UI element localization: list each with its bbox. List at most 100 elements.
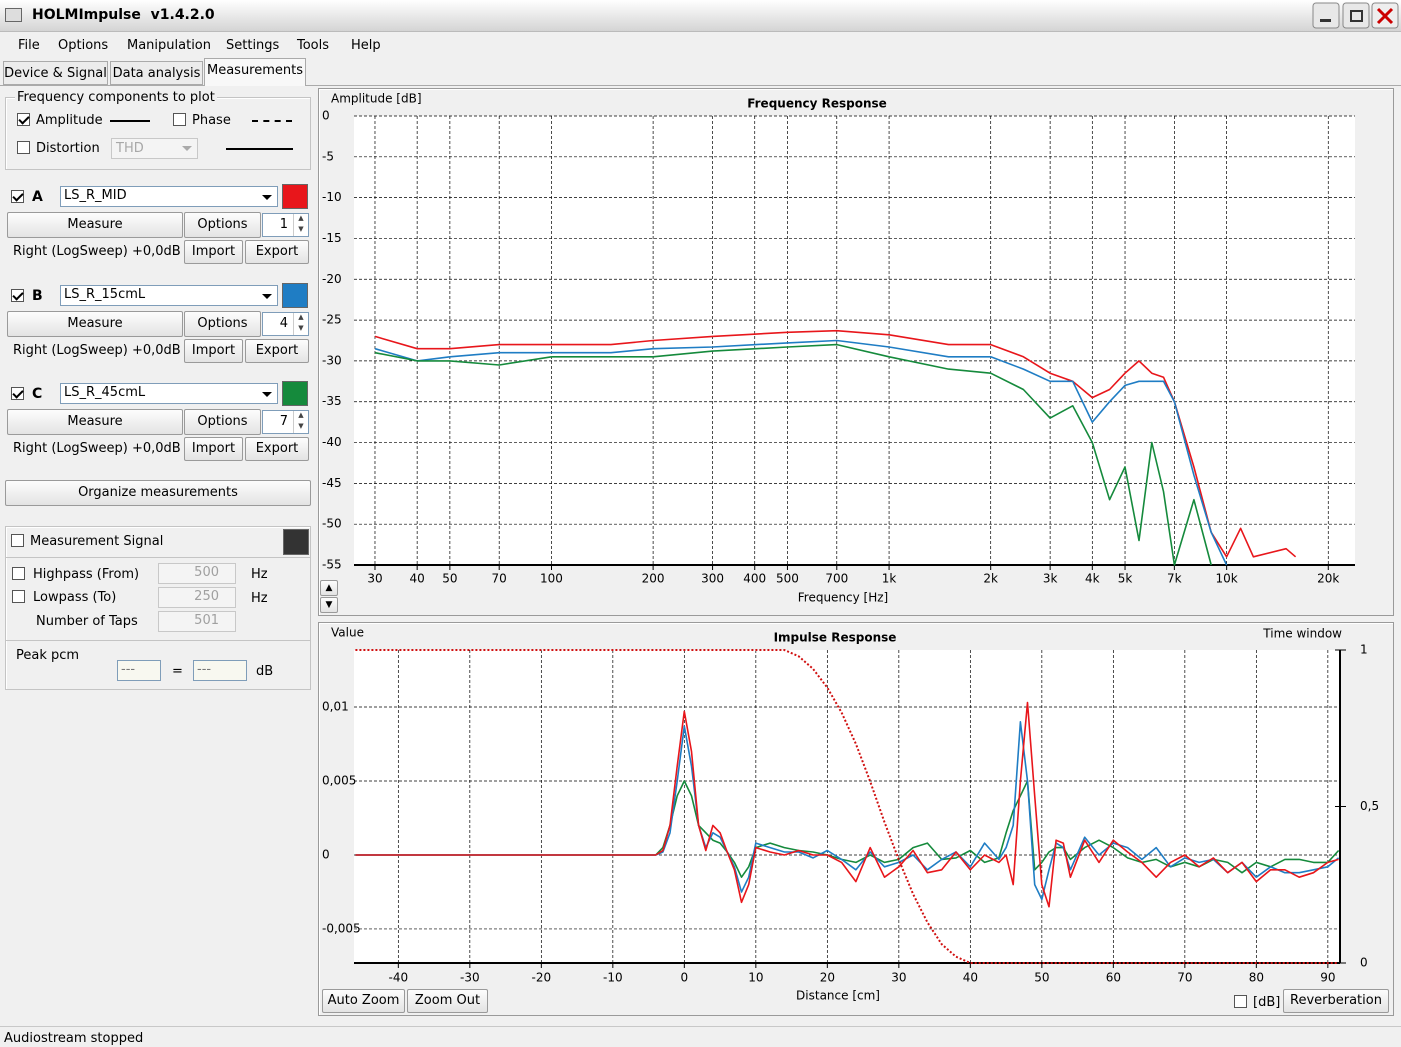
label: Number of Taps	[36, 614, 138, 629]
x-tick-label: 20k	[1317, 572, 1339, 586]
count-spinner[interactable]: 4 ▲ ▼	[262, 312, 309, 336]
spin-up[interactable]: ▲	[293, 411, 308, 422]
count-spinner[interactable]: 7 ▲ ▼	[262, 410, 309, 434]
measure-button[interactable]: Measure	[7, 311, 183, 337]
tab[interactable]: Data analysis	[110, 61, 203, 85]
measure-button[interactable]: Measure	[7, 212, 183, 238]
export-button[interactable]: Export	[245, 437, 309, 461]
y-tick-label: -0,005	[322, 921, 361, 935]
x-tick-label: 4k	[1085, 572, 1100, 586]
menu-item[interactable]: Settings	[226, 38, 280, 53]
lowpass-input[interactable]: 250	[158, 587, 236, 608]
peak-input[interactable]: ---	[117, 660, 161, 681]
y-tick-label: 0	[322, 109, 330, 123]
y-tick-label: -5	[322, 149, 334, 163]
x-tick-label: -20	[532, 971, 552, 985]
checkbox[interactable]	[1234, 995, 1247, 1008]
zoom-out-button[interactable]: Zoom Out	[407, 989, 488, 1013]
y-tick-label: -20	[322, 272, 342, 286]
y-axis-label: Amplitude [dB]	[331, 92, 422, 106]
measurement-color[interactable]	[282, 283, 308, 308]
x-tick-label: 70	[1177, 971, 1192, 985]
label: Distortion	[36, 141, 100, 156]
close-icon	[1376, 7, 1394, 25]
measurement-letter: B	[32, 288, 43, 304]
spin-up[interactable]: ▲	[293, 313, 308, 324]
status-bar: Audiostream stopped	[0, 1026, 1401, 1047]
auto-zoom-button[interactable]: Auto Zoom	[322, 989, 405, 1013]
measurement-combo[interactable]: LS_R_45cmL	[60, 383, 278, 404]
group-title: Peak pcm	[14, 648, 82, 663]
measurement-color[interactable]	[282, 184, 308, 209]
signal-color[interactable]	[283, 529, 309, 555]
x-tick-label: 30	[891, 971, 906, 985]
dropdown-arrow	[262, 195, 272, 200]
tab[interactable]: Device & Signal	[3, 61, 108, 85]
menu-item[interactable]: File	[18, 38, 40, 53]
peak-db-input[interactable]: ---	[193, 660, 247, 681]
x-tick-label: 200	[642, 572, 665, 586]
maximize-button[interactable]	[1342, 2, 1370, 29]
spin-down[interactable]: ▼	[293, 225, 308, 236]
checkbox[interactable]	[11, 190, 24, 203]
options-button[interactable]: Options	[184, 212, 261, 238]
x-tick-label: 400	[743, 572, 766, 586]
checkbox[interactable]	[17, 141, 30, 154]
measurement-combo[interactable]: LS_R_MID	[60, 186, 278, 207]
measure-button[interactable]: Measure	[7, 409, 183, 435]
menu-item[interactable]: Manipulation	[127, 38, 212, 53]
components-group	[5, 97, 311, 170]
checkbox[interactable]	[11, 534, 24, 547]
count-spinner[interactable]: 1 ▲ ▼	[262, 213, 309, 237]
import-button[interactable]: Import	[184, 240, 243, 264]
checkbox[interactable]	[12, 590, 25, 603]
line-style	[226, 148, 293, 150]
reverberation-button[interactable]: Reverberation	[1283, 989, 1389, 1013]
distortion-dropdown[interactable]: THD	[111, 138, 198, 159]
highpass-input[interactable]: 500	[158, 563, 236, 584]
tab[interactable]: Measurements	[204, 58, 306, 86]
y-tick-label: -50	[322, 517, 342, 531]
checkbox[interactable]	[173, 113, 186, 126]
menu-item[interactable]: Options	[58, 38, 109, 53]
x-tick-label: 40	[410, 572, 425, 586]
measurement-letter: C	[32, 386, 43, 402]
import-button[interactable]: Import	[184, 339, 243, 363]
spin-down[interactable]: ▼	[293, 422, 308, 433]
import-button[interactable]: Import	[184, 437, 243, 461]
organize-button[interactable]: Organize measurements	[5, 480, 311, 506]
scroll-up-button[interactable]: ▲	[320, 580, 338, 596]
group-title: Frequency components to plot	[15, 90, 217, 105]
measurement-color[interactable]	[282, 381, 308, 406]
scroll-down-button[interactable]: ▼	[320, 597, 338, 613]
measurement-combo[interactable]: LS_R_15cmL	[60, 285, 278, 306]
signal-group	[5, 526, 311, 690]
y-tick-label: -30	[322, 353, 342, 367]
spin-down[interactable]: ▼	[293, 324, 308, 335]
label: =	[172, 664, 183, 679]
menu-item[interactable]: Tools	[297, 38, 330, 53]
minimize-icon	[1320, 19, 1331, 22]
minimize-button[interactable]	[1312, 2, 1340, 29]
checkbox[interactable]	[11, 387, 24, 400]
time-window-label: Time window	[1262, 627, 1342, 641]
x-tick-label: 700	[825, 572, 848, 586]
checkbox[interactable]	[17, 113, 30, 126]
x-tick-label: 5k	[1118, 572, 1133, 586]
measurement-info: Right (LogSweep) +0,0dB	[13, 441, 181, 456]
taps-input[interactable]: 501	[158, 611, 236, 632]
options-button[interactable]: Options	[184, 409, 261, 435]
menu-item[interactable]: Help	[351, 38, 381, 53]
checkbox[interactable]	[12, 567, 25, 580]
checkbox[interactable]	[11, 289, 24, 302]
export-button[interactable]: Export	[245, 339, 309, 363]
options-button[interactable]: Options	[184, 311, 261, 337]
chart-title: Frequency Response	[747, 97, 887, 111]
series-line	[374, 339, 1228, 566]
series-line	[355, 721, 1340, 901]
spin-up[interactable]: ▲	[293, 214, 308, 225]
x-tick-label: 2k	[983, 572, 998, 586]
export-button[interactable]: Export	[245, 240, 309, 264]
title-bar: HOLMImpulse v1.4.2.0	[0, 0, 1401, 32]
